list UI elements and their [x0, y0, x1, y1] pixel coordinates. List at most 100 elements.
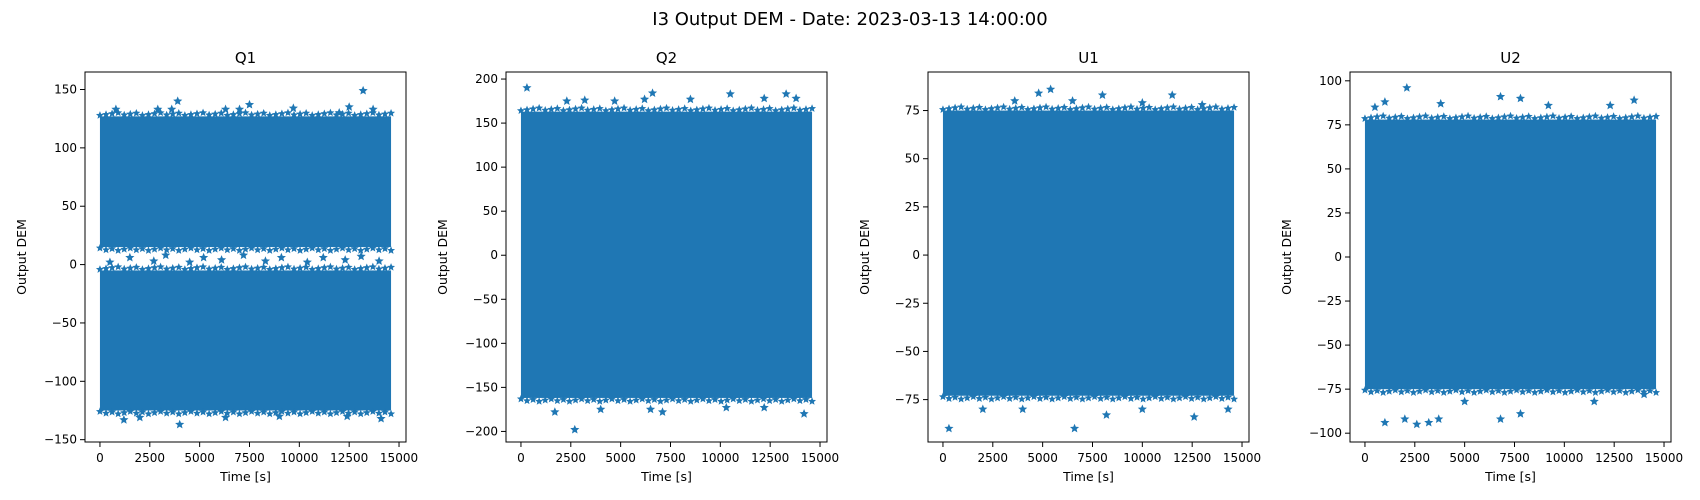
scatter-point [368, 104, 378, 114]
band-edge-point [765, 396, 774, 405]
scatter-point [596, 404, 606, 414]
band-edge-point [1385, 387, 1394, 395]
band-edge-point [777, 105, 786, 114]
band-edge-point [253, 263, 262, 272]
band-edge-point [644, 396, 653, 405]
band-edge-point [1096, 394, 1105, 402]
band-edge-point [650, 395, 659, 403]
band-edge-point [205, 246, 214, 254]
scatter-point [234, 104, 245, 114]
band-edge-point [987, 104, 996, 113]
band-edge-point [1379, 111, 1388, 120]
band-edge-point [595, 104, 604, 112]
band-edge-point [1500, 112, 1509, 121]
subplot-u1: 0 2500 5000 7500 10000 12500 15000 −75 −50 −25 0 25… [857, 49, 1261, 484]
band-edge-point [1023, 393, 1032, 402]
band-edge-point [1397, 112, 1406, 120]
band-edge-point [235, 109, 244, 118]
band-edge-point [662, 103, 671, 112]
band-edge-point [265, 265, 274, 273]
y-tick-label: −50 [473, 292, 498, 306]
y-tick-label: −200 [465, 424, 498, 438]
band-edge-point [1597, 113, 1606, 122]
scatter-point [149, 256, 159, 265]
subplots: 0 2500 5000 7500 10000 12500 15000−150−100−500… [14, 49, 1683, 484]
x-tick-label: 12500 [1173, 451, 1211, 465]
band-edge-point [951, 103, 960, 112]
y-tick-label: −75 [895, 393, 920, 407]
band-edge-point [108, 244, 117, 253]
band-edge-point [1023, 105, 1032, 113]
x-tick-label: 0 [96, 451, 104, 465]
band-edge-point [217, 243, 226, 252]
band-edge-point [387, 246, 396, 254]
band-edge-point [138, 407, 147, 416]
band-edge-point [765, 104, 774, 112]
band-edge-point [1108, 394, 1117, 403]
band-edge-point [271, 408, 280, 417]
scatter-band-1 [1364, 119, 1657, 390]
band-edge-point [356, 264, 365, 272]
band-edge-point [283, 262, 292, 271]
band-edge-point [1518, 387, 1527, 396]
y-axis-label: Output DEM [1279, 219, 1294, 295]
band-edge-point [1421, 385, 1430, 394]
band-edge-point [1536, 387, 1545, 395]
band-edge-point [241, 108, 250, 117]
band-edge-point [229, 264, 238, 272]
band-edge-point [1029, 392, 1038, 401]
band-edge-point [1652, 388, 1661, 396]
band-edge-point [789, 394, 798, 403]
band-edge-point [1048, 104, 1057, 113]
band-edge-point [174, 246, 183, 254]
band-edge-point [801, 395, 810, 403]
band-edge-point [1433, 386, 1442, 395]
band-edge-point [777, 397, 786, 405]
band-edge-point [1567, 112, 1576, 120]
band-edge-point [1391, 385, 1400, 394]
band-edge-point [368, 108, 377, 117]
band-edge-point [613, 104, 622, 113]
band-edge-point [1573, 114, 1582, 122]
band-edge-point [1223, 393, 1232, 401]
scatter-point [111, 104, 121, 114]
band-edge-point [1035, 103, 1044, 112]
band-edge-point [102, 409, 111, 417]
band-edge-point [735, 396, 744, 405]
band-edge-point [1652, 112, 1661, 120]
scatter-point [1436, 98, 1446, 108]
band-edge-point [1193, 105, 1202, 113]
band-edge-point [1470, 388, 1479, 396]
scatter-point [135, 412, 145, 422]
band-edge-point [656, 104, 665, 113]
band-edge-point [1633, 111, 1642, 120]
band-edge-point [356, 110, 365, 118]
axes-frame [927, 71, 1250, 443]
band-edge-point [247, 110, 256, 119]
band-edge-point [559, 106, 568, 115]
y-tick-label: 25 [1327, 206, 1342, 220]
subplot-title: Q1 [235, 49, 256, 67]
scatter-point [244, 99, 255, 109]
band-edge-point [1175, 104, 1184, 113]
band-edge-point [577, 394, 586, 403]
band-edge-point [1199, 394, 1208, 403]
band-edge-point [686, 106, 695, 115]
band-edge-point [565, 105, 574, 114]
y-tick-label: −100 [1309, 426, 1342, 440]
band-edge-point [344, 245, 353, 254]
band-edge-point [963, 393, 972, 402]
band-edge-point [1621, 113, 1630, 122]
band-edge-point [692, 105, 701, 114]
band-edge-point [607, 394, 616, 403]
band-edge-point [1476, 387, 1485, 395]
band-edge-point [717, 105, 726, 113]
x-tick-label: 2500 [556, 451, 587, 465]
band-edge-point [223, 111, 232, 119]
band-edge-point [735, 105, 744, 114]
band-edge-point [1645, 113, 1654, 121]
band-edge-point [771, 395, 780, 403]
band-edge-point [795, 106, 804, 114]
x-tick-label: 12500 [330, 451, 368, 465]
band-edge-point [704, 103, 713, 112]
